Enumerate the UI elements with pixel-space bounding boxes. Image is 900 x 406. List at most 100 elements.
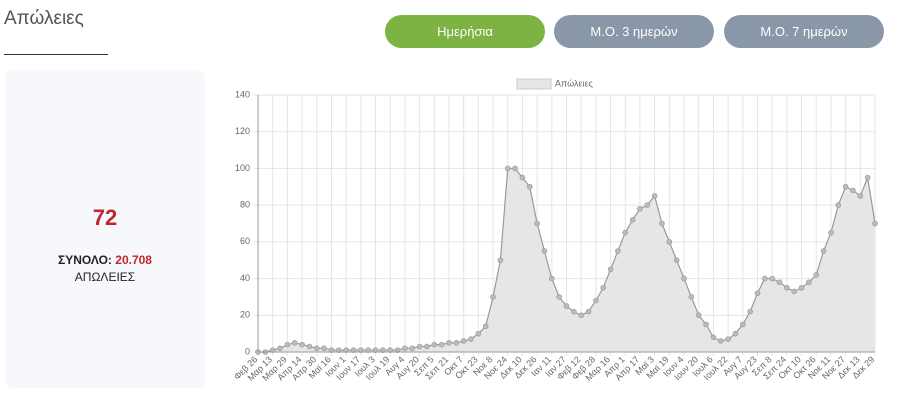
point xyxy=(681,275,687,282)
point xyxy=(732,330,739,337)
total-label: ΣΥΝΟΛΟ: xyxy=(58,253,112,267)
unit: ΑΠΩΛΕΙΕΣ xyxy=(74,270,136,284)
point xyxy=(703,321,709,328)
point xyxy=(534,220,540,227)
page-title: Απώλειες xyxy=(4,8,84,29)
point xyxy=(651,193,658,199)
point xyxy=(541,248,548,254)
point xyxy=(806,279,812,286)
point xyxy=(497,257,504,264)
point xyxy=(416,343,423,350)
point xyxy=(769,275,775,282)
y-tick-label: 0 xyxy=(245,346,250,356)
point xyxy=(482,323,489,330)
y-tick-label: 120 xyxy=(235,126,250,136)
point xyxy=(593,297,599,304)
y-tick-label: 140 xyxy=(235,89,250,99)
point xyxy=(490,294,496,300)
point xyxy=(431,341,438,348)
point xyxy=(776,279,783,286)
point xyxy=(453,340,460,346)
point xyxy=(306,343,313,350)
y-tick-label: 20 xyxy=(240,310,250,320)
y-tick-label: 80 xyxy=(240,200,250,210)
point xyxy=(835,202,842,208)
point xyxy=(739,321,746,328)
point xyxy=(549,275,555,282)
point xyxy=(784,284,790,291)
point xyxy=(424,343,430,350)
point xyxy=(666,239,673,245)
point xyxy=(622,229,629,236)
point xyxy=(313,345,320,352)
point xyxy=(402,345,408,352)
point xyxy=(813,272,820,278)
point xyxy=(519,174,526,181)
point xyxy=(798,284,805,291)
point xyxy=(571,308,577,315)
legend-label: Απώλειες xyxy=(555,78,593,88)
point xyxy=(328,347,335,353)
point xyxy=(659,220,665,227)
point xyxy=(504,165,511,172)
point xyxy=(358,347,364,353)
point xyxy=(615,248,621,254)
point xyxy=(644,202,651,208)
total-value: 20.708 xyxy=(115,253,152,267)
point xyxy=(460,338,467,344)
point xyxy=(269,347,276,353)
total: ΣΥΝΟΛΟ: 20.708 xyxy=(5,253,205,267)
point xyxy=(394,347,401,353)
point xyxy=(600,284,607,291)
summary-card: 72 ΣΥΝΟΛΟ: 20.708 ΑΠΩΛΕΙΕΣ xyxy=(5,70,205,388)
y-tick-label: 40 xyxy=(240,273,250,283)
point xyxy=(762,275,768,282)
point xyxy=(688,294,695,300)
point xyxy=(277,345,283,352)
point xyxy=(820,248,827,254)
point xyxy=(585,308,592,315)
title-underline xyxy=(4,54,108,55)
point xyxy=(710,334,717,341)
point xyxy=(387,347,394,353)
point xyxy=(409,345,416,352)
point xyxy=(629,217,636,223)
area xyxy=(258,168,875,352)
point xyxy=(291,340,298,346)
point xyxy=(350,347,357,353)
point xyxy=(321,345,327,352)
point xyxy=(556,294,562,300)
point xyxy=(380,347,386,353)
avg7-button[interactable]: Μ.Ο. 7 ημερών xyxy=(724,15,884,48)
point xyxy=(563,303,570,309)
point xyxy=(791,288,798,295)
point xyxy=(864,174,871,181)
point xyxy=(717,338,724,344)
point xyxy=(284,341,291,348)
y-tick-label: 60 xyxy=(240,236,250,246)
point xyxy=(842,183,849,190)
point xyxy=(512,165,518,172)
point xyxy=(526,183,533,190)
legend-swatch xyxy=(516,78,552,90)
point xyxy=(343,347,349,353)
point xyxy=(438,341,445,348)
point xyxy=(725,336,731,342)
point xyxy=(850,187,856,194)
point xyxy=(446,340,452,346)
point xyxy=(372,347,379,353)
point xyxy=(637,206,643,212)
point xyxy=(475,330,482,337)
daily-button[interactable]: Ημερήσια xyxy=(385,15,545,48)
point xyxy=(673,257,680,264)
point xyxy=(828,229,834,236)
point xyxy=(747,308,753,315)
avg3-button[interactable]: Μ.Ο. 3 ημερών xyxy=(554,15,714,48)
today-value: 72 xyxy=(92,205,118,230)
point xyxy=(607,266,614,273)
point xyxy=(365,347,371,353)
point xyxy=(857,193,864,199)
point xyxy=(754,290,761,297)
